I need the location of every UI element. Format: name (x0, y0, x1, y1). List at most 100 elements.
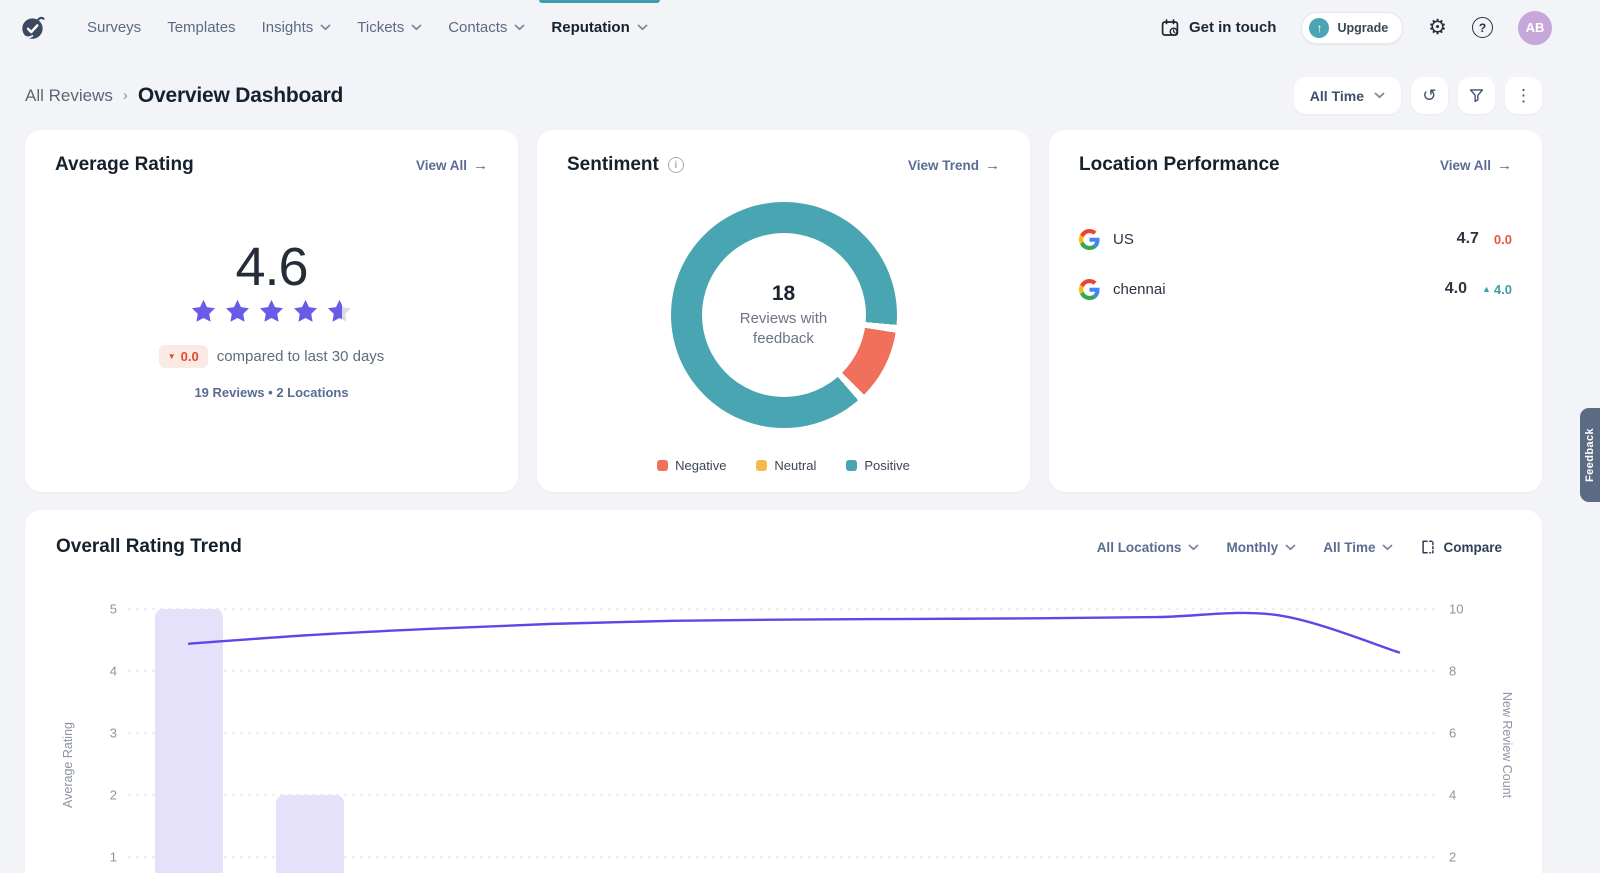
rating-delta-badge: ▼ 0.0 (159, 345, 208, 368)
nav-item-label: Insights (262, 19, 314, 36)
location-name: chennai (1113, 281, 1166, 298)
granularity-dropdown[interactable]: Monthly (1226, 540, 1296, 555)
donut-center-value: 18 (772, 282, 795, 306)
chevron-down-icon (1285, 544, 1296, 551)
legend-item-negative[interactable]: Negative (657, 458, 726, 473)
location-row-chennai[interactable]: chennai 4.0 ▲4.0 (1079, 264, 1512, 314)
arrow-right-icon: → (473, 157, 488, 174)
arrow-right-icon: → (1497, 157, 1512, 174)
legend-label: Positive (864, 458, 910, 473)
chevron-down-icon (411, 24, 422, 31)
star-icon (224, 298, 251, 325)
donut-center-label: Reviews with feedback (709, 309, 859, 348)
average-rating-value: 4.6 (235, 240, 307, 294)
nav-item-surveys[interactable]: Surveys (74, 0, 154, 55)
compare-icon (1420, 539, 1436, 555)
sentiment-title: Sentiment (567, 154, 659, 176)
chevron-down-icon (514, 24, 525, 31)
refresh-button[interactable]: ↺ (1411, 77, 1448, 114)
right-axis-tick-label: 10 (1449, 602, 1463, 617)
rating-delta-text: compared to last 30 days (217, 348, 385, 365)
main-nav: Surveys Templates Insights Tickets Contacts R… (74, 0, 661, 55)
locations-filter-label: All Locations (1097, 540, 1182, 555)
location-row-us[interactable]: US4.70.0 (1079, 214, 1512, 264)
nav-item-tickets[interactable]: Tickets (344, 0, 435, 55)
right-axis-tick-label: 8 (1449, 664, 1456, 679)
breadcrumb-separator: › (123, 87, 128, 104)
upgrade-button[interactable]: ↑ Upgrade (1301, 12, 1403, 44)
star-icon (190, 298, 217, 325)
view-all-label: View All (416, 158, 467, 173)
chevron-down-icon (1188, 544, 1199, 551)
location-view-all-link[interactable]: View All → (1440, 157, 1512, 174)
overall-rating-trend-card: Overall Rating Trend All Locations Month… (25, 510, 1542, 873)
rating-trend-chart: 51048362412Average RatingNew Review Coun… (25, 580, 1542, 873)
feedback-tab[interactable]: Feedback (1580, 408, 1600, 502)
location-rating: 4.7 (1457, 230, 1479, 248)
time-filter-dropdown[interactable]: All Time (1294, 77, 1401, 114)
star-rating (190, 298, 353, 325)
nav-item-contacts[interactable]: Contacts (435, 0, 538, 55)
calendar-clock-icon (1160, 18, 1180, 38)
location-rating: 4.0 (1445, 280, 1467, 298)
nav-item-label: Contacts (448, 19, 507, 36)
left-axis-tick-label: 4 (110, 664, 117, 679)
star-icon (258, 298, 285, 325)
trend-controls: All Locations Monthly All Time Compare (1097, 539, 1502, 555)
upgrade-label: Upgrade (1337, 21, 1388, 35)
sentiment-card: Sentiment i View Trend → 18 Reviews with… (537, 130, 1030, 492)
gear-icon[interactable]: ⚙ (1428, 17, 1447, 38)
trend-time-filter-dropdown[interactable]: All Time (1323, 540, 1393, 555)
right-axis-tick-label: 4 (1449, 788, 1456, 803)
page-title: Overview Dashboard (138, 84, 343, 108)
donut-center: 18 Reviews with feedback (702, 233, 866, 397)
review-count-bar (155, 609, 223, 873)
more-options-button[interactable]: ⋮ (1505, 77, 1542, 114)
sentiment-view-trend-link[interactable]: View Trend → (908, 157, 1000, 174)
legend-item-neutral[interactable]: Neutral (756, 458, 816, 473)
view-trend-label: View Trend (908, 158, 979, 173)
average-rating-view-all-link[interactable]: View All → (416, 157, 488, 174)
chevron-down-icon (1374, 92, 1385, 99)
left-axis-tick-label: 5 (110, 602, 117, 617)
filter-icon (1468, 87, 1485, 104)
right-axis-title: New Review Count (1500, 692, 1514, 799)
surveysparrow-logo-icon[interactable] (18, 13, 48, 43)
nav-item-label: Templates (167, 19, 235, 36)
locations-filter-dropdown[interactable]: All Locations (1097, 540, 1200, 555)
feedback-tab-label: Feedback (1584, 428, 1596, 482)
help-icon[interactable]: ? (1472, 17, 1493, 38)
trend-title: Overall Rating Trend (56, 536, 242, 558)
left-axis-tick-label: 3 (110, 726, 117, 741)
nav-item-insights[interactable]: Insights (249, 0, 345, 55)
nav-item-label: Surveys (87, 19, 141, 36)
breadcrumb-parent-link[interactable]: All Reviews (25, 86, 113, 106)
location-performance-title: Location Performance (1079, 154, 1280, 176)
rating-delta-value: 0.0 (181, 349, 199, 364)
location-performance-card: Location Performance View All → US4.70.0… (1049, 130, 1542, 492)
compare-button[interactable]: Compare (1420, 539, 1502, 555)
location-delta: 0.0 (1494, 232, 1512, 247)
info-icon[interactable]: i (668, 157, 684, 173)
legend-swatch (846, 460, 857, 471)
reviews-locations-summary-link[interactable]: 19 Reviews • 2 Locations (194, 385, 348, 400)
top-navbar: Surveys Templates Insights Tickets Contacts R… (0, 0, 1600, 55)
left-axis-tick-label: 2 (110, 788, 117, 803)
sentiment-donut-chart[interactable]: 18 Reviews with feedback (671, 202, 897, 428)
location-metrics: 4.0 ▲4.0 (1445, 280, 1512, 298)
filter-button[interactable] (1458, 77, 1495, 114)
get-in-touch-button[interactable]: Get in touch (1160, 18, 1277, 38)
navbar-right-cluster: Get in touch ↑ Upgrade ⚙ ? AB (1160, 11, 1552, 45)
legend-item-positive[interactable]: Positive (846, 458, 910, 473)
avatar[interactable]: AB (1518, 11, 1552, 45)
get-in-touch-label: Get in touch (1189, 19, 1277, 36)
google-icon (1079, 279, 1100, 300)
overview-cards: Average Rating View All → 4.6 ▼ 0.0 comp… (25, 130, 1542, 492)
time-filter-label: All Time (1310, 88, 1364, 104)
location-delta: ▲4.0 (1482, 282, 1512, 297)
granularity-label: Monthly (1226, 540, 1278, 555)
kebab-menu-icon: ⋮ (1515, 86, 1532, 106)
average-rating-title: Average Rating (55, 154, 194, 176)
nav-item-templates[interactable]: Templates (154, 0, 248, 55)
nav-item-reputation[interactable]: Reputation (538, 0, 660, 55)
